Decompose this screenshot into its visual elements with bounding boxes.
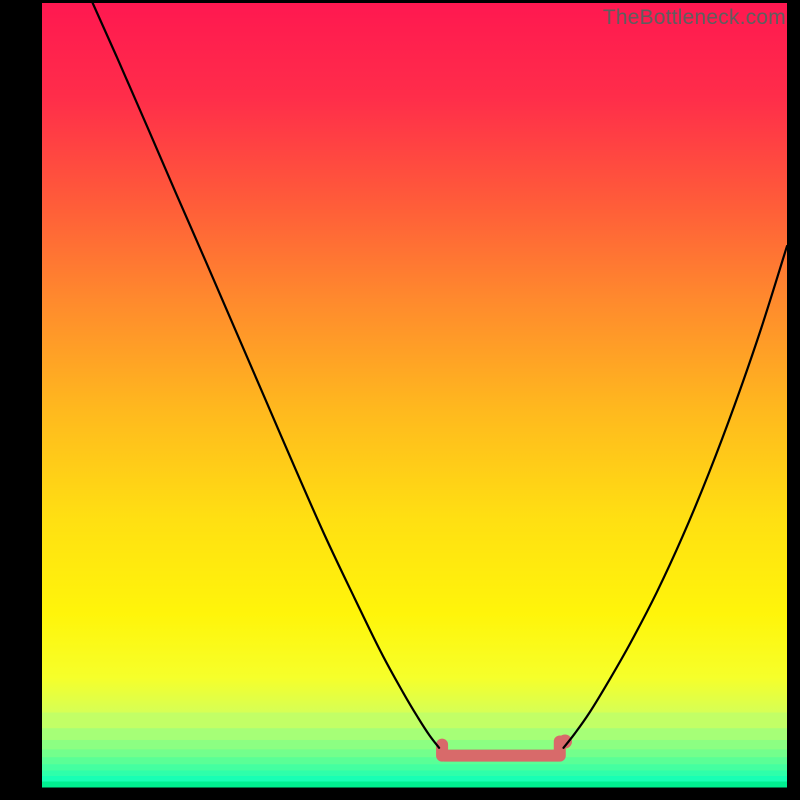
chart-svg <box>0 0 800 800</box>
chart-stage: TheBottleneck.com <box>0 0 800 800</box>
watermark-text: TheBottleneck.com <box>603 6 786 30</box>
